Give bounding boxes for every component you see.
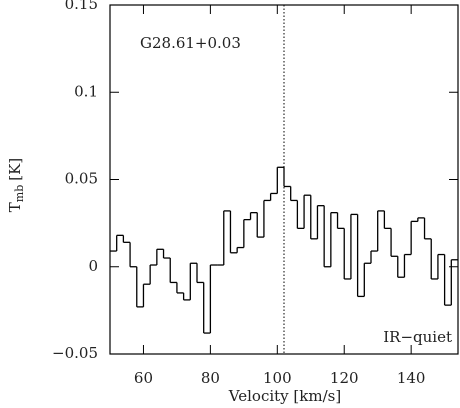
x-tick-label: 80 (201, 369, 220, 387)
y-tick-label: 0.05 (65, 170, 98, 188)
x-tick-label: 60 (134, 369, 153, 387)
x-tick-label: 120 (330, 369, 359, 387)
y-tick-label: 0.1 (74, 82, 98, 100)
source-label: G28.61+0.03 (140, 34, 241, 52)
y-tick-label: 0 (88, 257, 98, 275)
y-label-unit: [K] (6, 158, 24, 181)
y-axis-label: Tmb [K] (6, 158, 26, 212)
x-tick-label: 100 (263, 369, 292, 387)
y-label-sub: mb (13, 185, 26, 202)
y-tick-label: −0.05 (52, 344, 98, 362)
class-label: IR−quiet (383, 328, 452, 346)
x-axis-label: Velocity [km/s] (228, 387, 341, 405)
y-tick-label: 0.15 (65, 0, 98, 13)
x-tick-label: 140 (397, 369, 426, 387)
step-connector (116, 167, 452, 334)
y-label-main: T (6, 202, 24, 212)
